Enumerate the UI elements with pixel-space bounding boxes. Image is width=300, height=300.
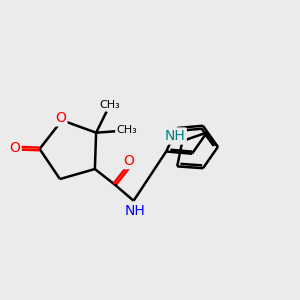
Text: O: O	[124, 154, 134, 168]
Text: O: O	[55, 111, 66, 125]
Text: CH₃: CH₃	[116, 125, 137, 135]
Text: NH: NH	[125, 204, 146, 218]
Text: CH₃: CH₃	[99, 100, 120, 110]
Text: O: O	[9, 141, 20, 155]
Text: NH: NH	[164, 129, 185, 143]
